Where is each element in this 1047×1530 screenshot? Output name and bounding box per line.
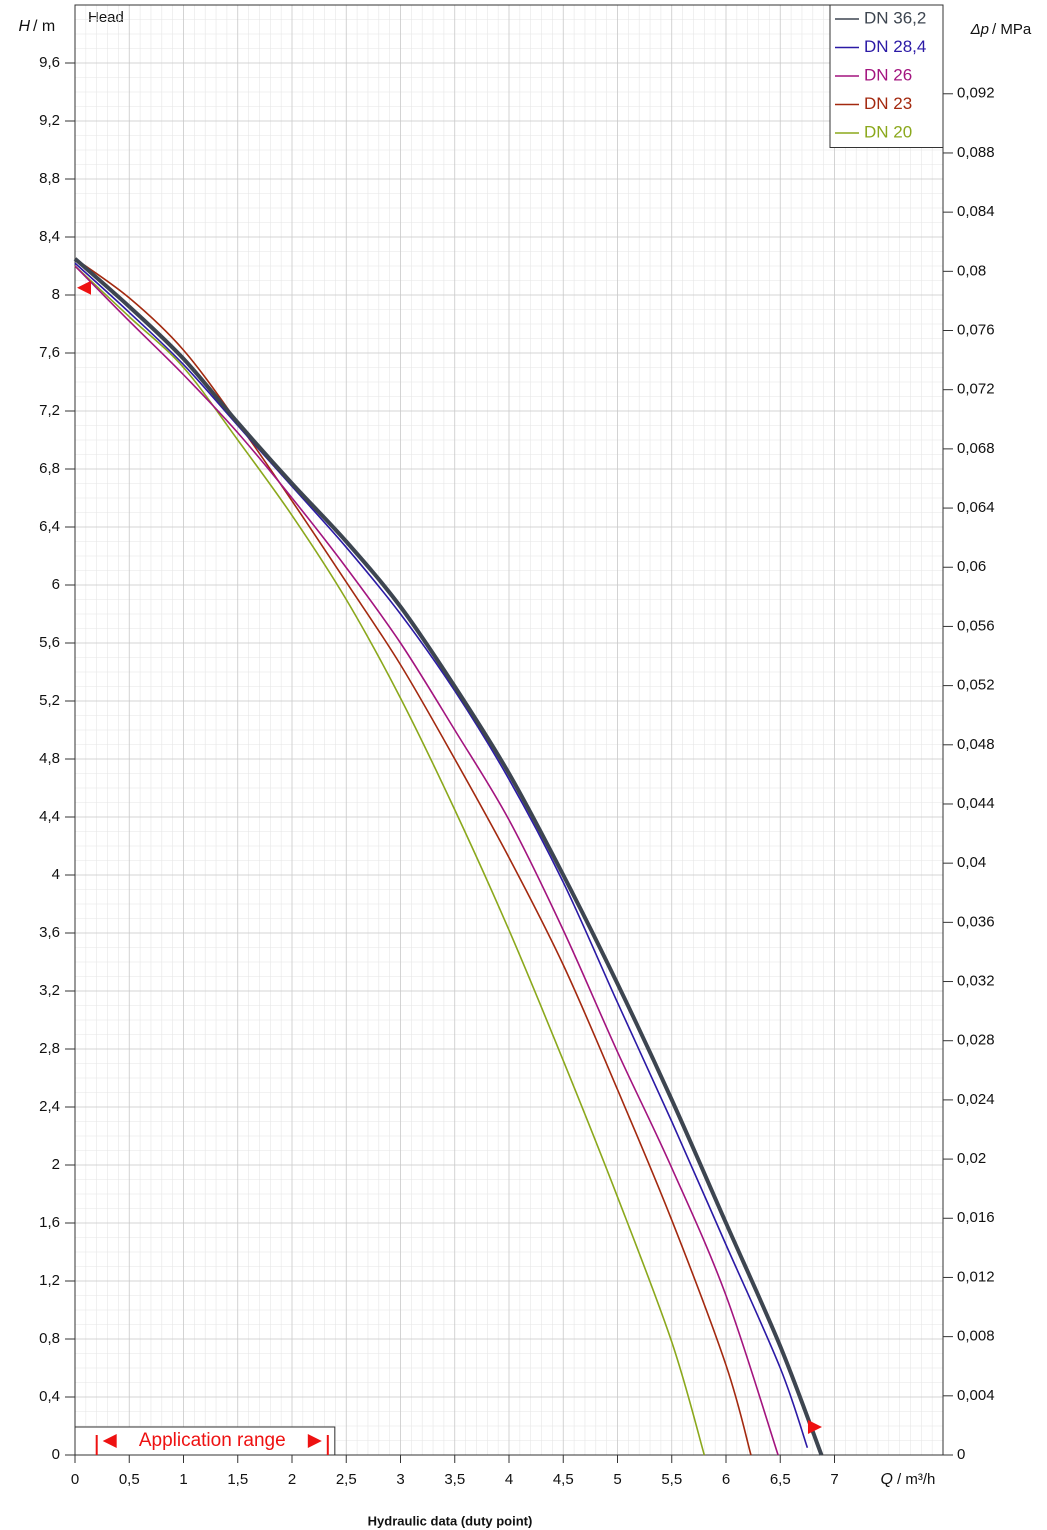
range-arrow — [102, 1434, 117, 1448]
y-tick-label: 5,2 — [39, 692, 60, 709]
y2-tick-label: 0,06 — [957, 558, 986, 575]
y-tick-label: 6,8 — [39, 460, 60, 477]
plot-frame — [74, 4, 944, 1456]
y-tick-label: 2,4 — [39, 1098, 60, 1115]
x-tick-label: 6 — [722, 1471, 730, 1488]
x-tick-label: 2,5 — [336, 1471, 357, 1488]
y-tick-label: 8 — [52, 286, 60, 303]
y-tick-label: 7,6 — [39, 344, 60, 361]
x-tick-label: 1 — [179, 1471, 187, 1488]
y-tick-label: 1,2 — [39, 1272, 60, 1289]
application-range-box — [74, 1426, 336, 1456]
y2-tick-label: 0,08 — [957, 262, 986, 279]
y2-tick-label: 0,028 — [957, 1032, 995, 1049]
y-tick-label: 4,8 — [39, 750, 60, 767]
y-tick-label: 6,4 — [39, 518, 60, 535]
y-tick-label: 2,8 — [39, 1040, 60, 1057]
head-marker — [77, 280, 91, 295]
y-tick-label: 0 — [52, 1446, 60, 1463]
x-tick-label: 5 — [613, 1471, 621, 1488]
y-tick-label: 2 — [52, 1156, 60, 1173]
y-tick-label: 1,6 — [39, 1214, 60, 1231]
y2-tick-label: 0,052 — [957, 677, 995, 694]
y2-tick-label: 0,084 — [957, 203, 995, 220]
y2-tick-label: 0,036 — [957, 913, 995, 930]
y2-label-symbol: Δp — [970, 21, 989, 38]
y-tick-label: 6 — [52, 576, 60, 593]
y-tick-label: 0,4 — [39, 1388, 60, 1405]
legend-box — [829, 4, 944, 148]
y-tick-label: 7,2 — [39, 402, 60, 419]
x-tick-label: 4 — [505, 1471, 513, 1488]
legend-label: DN 36,2 — [864, 8, 926, 27]
x-tick-label: 0 — [71, 1471, 79, 1488]
y2-tick-label: 0,064 — [957, 499, 995, 516]
x-tick-label: 3,5 — [444, 1471, 465, 1488]
x-tick-label: 2 — [288, 1471, 296, 1488]
y2-tick-label: 0,004 — [957, 1387, 995, 1404]
y2-tick-label: 0,072 — [957, 381, 995, 398]
legend-label: DN 23 — [864, 94, 912, 113]
legend-label: DN 26 — [864, 65, 912, 84]
legend-label: DN 28,4 — [864, 37, 926, 56]
curve — [74, 258, 752, 1456]
y2-tick-label: 0,016 — [957, 1209, 995, 1226]
y2-tick-label: 0,04 — [957, 854, 986, 871]
legend-label: DN 20 — [864, 122, 912, 141]
range-arrow — [307, 1434, 322, 1448]
flow-marker — [807, 1420, 822, 1434]
x-tick-label: 5,5 — [661, 1471, 682, 1488]
y2-tick-label: 0,076 — [957, 321, 995, 338]
y2-tick-label: 0,068 — [957, 440, 995, 457]
y2-tick-label: 0,092 — [957, 85, 995, 102]
x-label-unit: / m³/h — [897, 1471, 935, 1488]
y-label-symbol: H — [18, 18, 30, 35]
y-tick-label: 3,6 — [39, 924, 60, 941]
y-tick-label: 3,2 — [39, 982, 60, 999]
y2-tick-label: 0,088 — [957, 144, 995, 161]
y2-tick-label: 0,008 — [957, 1328, 995, 1345]
y-tick-label: 8,8 — [39, 170, 60, 187]
y2-tick-label: 0,024 — [957, 1091, 995, 1108]
curve — [74, 262, 809, 1449]
y-tick-label: 0,8 — [39, 1330, 60, 1347]
y2-tick-label: 0,032 — [957, 972, 995, 989]
y-tick-label: 9,6 — [39, 54, 60, 71]
curve — [74, 265, 779, 1456]
y-label-unit: / m — [33, 18, 55, 35]
x-title: Hydraulic data (duty point) — [368, 1513, 533, 1528]
y-tick-label: 4,4 — [39, 808, 60, 825]
y2-tick-label: 0,056 — [957, 617, 995, 634]
y-tick-label: 4 — [52, 866, 60, 883]
x-tick-label: 1,5 — [227, 1471, 248, 1488]
y-tick-label: 9,2 — [39, 112, 60, 129]
x-tick-label: 4,5 — [553, 1471, 574, 1488]
x-tick-label: 3 — [396, 1471, 404, 1488]
x-label-symbol: Q — [881, 1471, 893, 1488]
y2-tick-label: 0,02 — [957, 1150, 986, 1167]
y2-label-unit: / MPa — [992, 21, 1032, 38]
curve — [73, 257, 824, 1456]
y2-tick-label: 0,048 — [957, 736, 995, 753]
x-tick-label: 6,5 — [770, 1471, 791, 1488]
x-tick-label: 7 — [830, 1471, 838, 1488]
y2-tick-label: 0,012 — [957, 1268, 995, 1285]
y-tick-label: 5,6 — [39, 634, 60, 651]
y2-tick-label: 0,044 — [957, 795, 995, 812]
y-tick-label: 8,4 — [39, 228, 60, 245]
y2-tick-label: 0 — [957, 1446, 965, 1463]
x-tick-label: 0,5 — [119, 1471, 140, 1488]
application-range-label: Application range — [139, 1430, 286, 1451]
curve — [74, 265, 706, 1456]
